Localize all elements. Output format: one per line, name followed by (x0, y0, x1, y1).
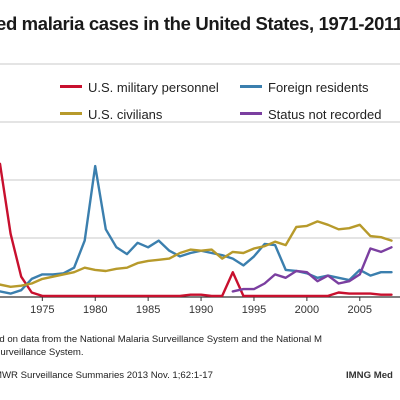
series-line-2 (0, 220, 393, 288)
chart-title: ed malaria cases in the United States, 1… (0, 13, 400, 34)
x-tick-label: 2005 (348, 304, 372, 316)
legend-label-unknown: Status not recorded (268, 107, 382, 122)
x-tick-label: 1990 (189, 304, 213, 316)
legend-item-foreign: Foreign residents (240, 80, 368, 95)
x-tick-label: 1985 (136, 304, 160, 316)
legend-label-civilians: U.S. civilians (88, 107, 163, 122)
series-line-0 (0, 162, 393, 298)
x-tick-label: 1975 (30, 304, 54, 316)
x-tick-label: 2000 (295, 304, 319, 316)
x-tick-labels: 1975 1980 1985 1990 1995 2000 2005 (30, 297, 372, 316)
series-lines (0, 162, 393, 298)
legend-item-civilians: U.S. civilians (60, 107, 162, 122)
legend-label-military: U.S. military personnel (88, 80, 219, 95)
x-tick-label: 1980 (83, 304, 107, 316)
source-citation: MWR Surveillance Summaries 2013 Nov. 1;6… (0, 370, 213, 381)
legend: U.S. military personnel Foreign resident… (60, 76, 400, 124)
legend-item-unknown: Status not recorded (240, 107, 381, 122)
note-line-2: Surveillance System. (0, 347, 84, 358)
x-tick-label: 1995 (242, 304, 266, 316)
series-line-3 (231, 246, 393, 293)
gridlines (0, 63, 400, 239)
legend-swatch-unknown (240, 112, 262, 116)
legend-swatch-civilians (60, 112, 82, 116)
credit-label: IMNG Med (346, 370, 393, 381)
note-line-1: ed on data from the National Malaria Sur… (0, 334, 322, 345)
data-note: ed on data from the National Malaria Sur… (0, 333, 400, 359)
legend-swatch-military (60, 85, 82, 89)
legend-swatch-foreign (240, 85, 262, 89)
legend-item-military: U.S. military personnel (60, 80, 219, 95)
legend-label-foreign: Foreign residents (268, 80, 369, 95)
